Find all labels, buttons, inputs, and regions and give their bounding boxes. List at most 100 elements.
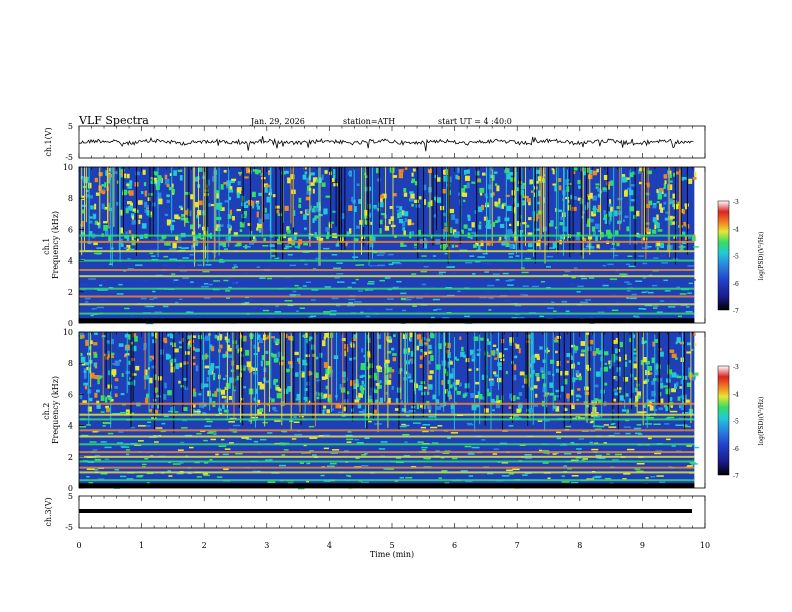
spectrogram-cell: [688, 285, 694, 287]
spectrogram-cell: [94, 203, 97, 210]
spectrogram-cell: [79, 393, 83, 399]
spectrogram-cell: [359, 385, 364, 391]
spectrogram-cell: [293, 210, 296, 216]
spectrogram-cell: [178, 246, 182, 249]
spectrogram-cell: [556, 437, 562, 440]
colorbar-tick-label: -6: [733, 281, 739, 288]
spectrogram-cell: [178, 380, 181, 384]
spectrogram-cell: [99, 284, 103, 287]
spectrogram-cell: [524, 454, 532, 456]
spectrogram-cell: [203, 474, 211, 477]
spectrogram-cell: [127, 268, 134, 270]
spectrogram-cell: [504, 300, 512, 302]
spectrogram-cell: [195, 365, 199, 372]
spectrogram-cell: [688, 367, 691, 373]
spectrogram-cell: [283, 286, 288, 289]
spectrogram-cell: [694, 343, 697, 346]
spectrogram-cell: [679, 341, 685, 345]
spectrogram-cell: [669, 198, 672, 205]
spectrogram-cell: [275, 305, 279, 308]
spectrogram-cell: [511, 231, 517, 235]
spectrogram-cell: [253, 397, 257, 401]
spectrogram-cell: [152, 339, 156, 344]
spectrogram-cell: [303, 444, 307, 447]
spectrogram-cell: [343, 297, 351, 299]
spectrogram-cell: [287, 256, 292, 259]
spectrogram-cell: [81, 363, 86, 366]
spectrogram-cell: [244, 176, 249, 179]
spectrogram-cell: [230, 369, 236, 373]
spectrogram-cell: [416, 345, 420, 351]
frequency-tick-label: 2: [68, 453, 73, 462]
spectrogram-cell: [83, 178, 89, 184]
spectrogram-cell: [576, 398, 579, 401]
spectrogram-cell: [554, 185, 558, 192]
spectrogram-cell: [316, 396, 322, 400]
spectrogram-cell: [157, 198, 163, 205]
spectrogram-cell: [560, 371, 563, 376]
spectrogram-cell: [626, 290, 631, 292]
spectrogram-cell: [197, 210, 202, 216]
spectrogram-cell: [413, 385, 416, 392]
spectrogram-cell: [328, 394, 332, 400]
spectrogram-cell: [126, 184, 132, 187]
spectrogram-cell: [422, 337, 426, 341]
spectrogram-cell: [351, 196, 354, 202]
spectrogram-cell: [502, 202, 507, 207]
ch2-spectrogram-image: [79, 332, 700, 490]
spectrogram-cell: [464, 170, 467, 175]
spectrogram-cell: [626, 409, 630, 414]
spectrogram-cell: [494, 357, 498, 360]
spectrogram-cell: [450, 403, 454, 409]
spectrogram-cell: [512, 244, 516, 250]
spectrogram-cell: [194, 177, 199, 182]
spectrogram-cell: [648, 228, 652, 233]
spectrogram-cell: [83, 372, 87, 379]
spectrogram-cell: [424, 242, 428, 249]
spectrogram-cell: [124, 354, 127, 358]
spectrogram-cell: [119, 209, 123, 216]
spectrogram-cell: [435, 399, 440, 405]
spectrogram-cell: [528, 243, 533, 248]
spectrogram-cell: [624, 281, 630, 283]
spectrogram-cell: [265, 459, 272, 461]
spectrogram-cell: [147, 197, 151, 201]
spectrogram-cell: [207, 203, 211, 207]
spectrogram-cell: [567, 199, 570, 203]
spectrogram-cell: [412, 246, 420, 248]
spectrogram-cell: [480, 240, 484, 247]
spectrogram-cell: [624, 190, 628, 197]
spectrogram-cell: [367, 337, 371, 343]
spectrogram-cell: [416, 297, 424, 299]
spectrogram-cell: [187, 208, 190, 212]
spectrogram-cell: [569, 194, 573, 200]
spectrogram-cell: [518, 230, 524, 233]
spectrogram-cell: [361, 380, 365, 386]
spectrogram-cell: [241, 202, 246, 207]
spectrogram-cell: [462, 192, 468, 197]
spectrogram-cell: [276, 392, 282, 399]
spectrogram-cell: [144, 190, 147, 197]
spectrogram-cell: [617, 387, 622, 390]
spectrogram-cell: [513, 416, 521, 419]
spectrogram-cell: [673, 172, 676, 177]
spectrogram-cell: [180, 441, 185, 444]
spectrogram-cell: [220, 438, 225, 441]
spectrogram-cell: [418, 196, 422, 200]
spectrogram-cell: [466, 169, 470, 174]
spectrogram-cell: [467, 228, 472, 231]
spectrogram-cell: [105, 170, 108, 176]
spectrogram-cell: [90, 372, 95, 379]
spectrogram-cell: [239, 173, 242, 176]
spectrogram-cell: [509, 223, 512, 226]
spectrogram-cell: [145, 397, 149, 404]
spectrogram-cell: [495, 202, 501, 208]
spectrogram-cell: [671, 199, 675, 204]
spectrogram-cell: [218, 412, 223, 415]
spectrogram-cell: [432, 298, 440, 301]
spectrogram-cell: [654, 408, 658, 412]
spectrogram-cell: [96, 247, 103, 249]
spectrogram-cell: [509, 243, 514, 249]
spectrogram-cell: [471, 354, 476, 359]
spectrogram-cell: [123, 247, 129, 249]
